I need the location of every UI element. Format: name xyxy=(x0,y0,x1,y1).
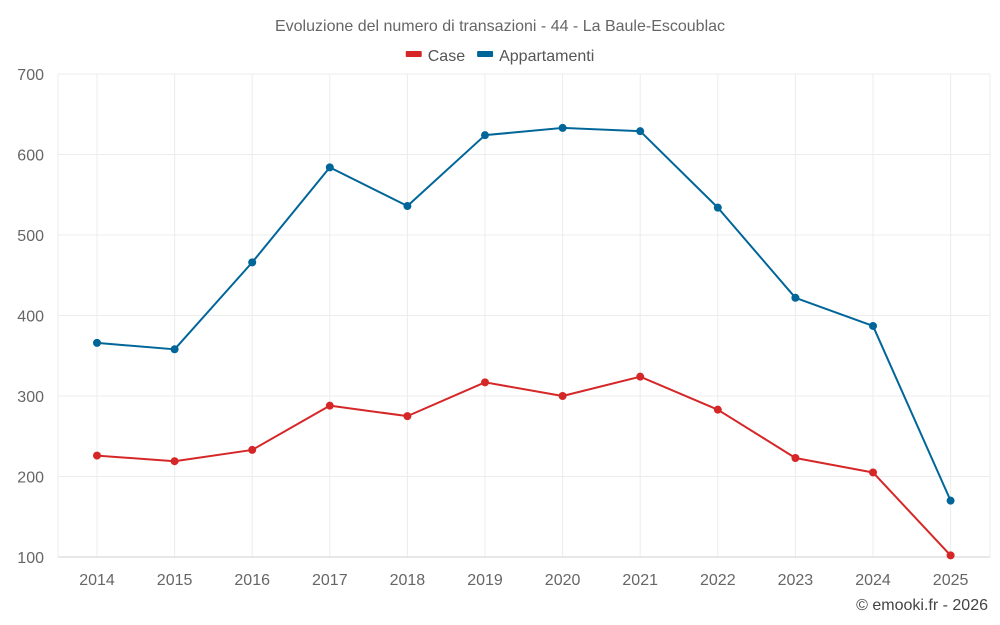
data-point-appartamenti[interactable] xyxy=(946,496,955,505)
x-tick-label: 2021 xyxy=(622,572,658,589)
data-point-case[interactable] xyxy=(403,412,412,421)
credit-text: © emooki.fr - 2026 xyxy=(856,597,988,614)
x-tick-label: 2017 xyxy=(312,572,348,589)
y-tick-label: 400 xyxy=(17,309,44,326)
legend-item-case[interactable]: Case xyxy=(405,48,465,65)
data-point-case[interactable] xyxy=(558,392,567,400)
data-point-case[interactable] xyxy=(713,405,722,414)
legend-swatch-appartamenti xyxy=(477,51,494,57)
data-point-appartamenti[interactable] xyxy=(93,338,101,347)
data-point-case[interactable] xyxy=(791,453,800,462)
data-point-case[interactable] xyxy=(325,401,334,410)
data-point-case[interactable] xyxy=(248,445,257,454)
data-point-appartamenti[interactable] xyxy=(403,202,412,211)
x-tick-label: 2018 xyxy=(390,572,426,589)
series-line-appartamenti xyxy=(96,126,952,502)
x-tick-label: 2014 xyxy=(79,572,115,589)
data-point-case[interactable] xyxy=(93,451,101,460)
legend[interactable]: Case Appartamenti xyxy=(405,48,595,65)
axes: 100 200 300 400 500 600 700 2014 2015 2016 2017 201… xyxy=(17,67,991,589)
data-point-case[interactable] xyxy=(946,551,955,560)
data-point-appartamenti[interactable] xyxy=(325,163,334,172)
data-point-case[interactable] xyxy=(481,378,489,387)
legend-label-case: Case xyxy=(428,48,465,65)
series-group xyxy=(93,123,955,560)
series-appartamenti xyxy=(93,123,955,505)
x-tick-label: 2019 xyxy=(467,572,503,589)
x-tick-label: 2024 xyxy=(855,572,891,589)
y-tick-label: 200 xyxy=(17,470,44,487)
y-tick-label: 500 xyxy=(17,228,44,245)
legend-item-appartamenti[interactable]: Appartamenti xyxy=(477,48,594,65)
data-point-appartamenti[interactable] xyxy=(869,321,877,330)
data-point-appartamenti[interactable] xyxy=(248,258,257,267)
data-point-appartamenti[interactable] xyxy=(713,203,722,212)
x-tick-label: 2022 xyxy=(700,572,736,589)
x-tick-label: 2023 xyxy=(778,572,814,589)
data-point-appartamenti[interactable] xyxy=(791,293,800,302)
data-point-case[interactable] xyxy=(170,457,179,466)
legend-swatch-case xyxy=(405,51,422,57)
grid xyxy=(58,73,990,557)
data-point-appartamenti[interactable] xyxy=(636,127,645,136)
x-tick-label: 2020 xyxy=(545,572,581,589)
legend-label-appartamenti: Appartamenti xyxy=(499,48,594,65)
y-tick-label: 700 xyxy=(17,67,44,84)
data-point-appartamenti[interactable] xyxy=(558,123,567,132)
x-tick-label: 2025 xyxy=(933,572,969,589)
data-point-appartamenti[interactable] xyxy=(481,131,489,140)
x-tick-label: 2016 xyxy=(234,572,270,589)
chart-title: Evoluzione del numero di transazioni - 4… xyxy=(275,18,725,35)
data-point-case[interactable] xyxy=(869,468,877,477)
x-tick-label: 2015 xyxy=(157,572,193,589)
y-tick-label: 300 xyxy=(17,389,44,406)
data-point-case[interactable] xyxy=(636,372,645,381)
data-point-appartamenti[interactable] xyxy=(170,345,179,354)
y-tick-label: 600 xyxy=(17,148,44,165)
y-tick-label: 100 xyxy=(17,550,44,567)
series-case xyxy=(93,372,955,560)
series-line-case xyxy=(96,375,952,557)
